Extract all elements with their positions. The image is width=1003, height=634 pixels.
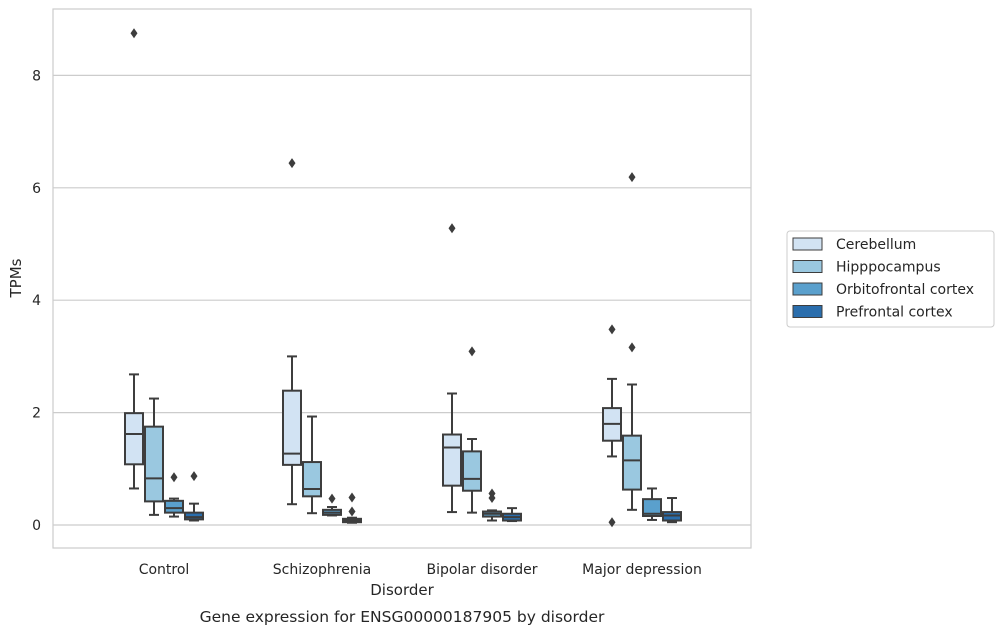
legend-label: Prefrontal cortex <box>836 305 953 321</box>
outlier-point <box>448 223 456 234</box>
x-tick-label: Bipolar disorder <box>426 562 537 578</box>
y-tick-label: 6 <box>32 181 41 197</box>
box-body <box>124 412 144 466</box>
chart-caption: Gene expression for ENSG00000187905 by d… <box>200 608 605 626</box>
series-cerebellum <box>124 28 622 528</box>
y-tick-label: 4 <box>32 293 41 309</box>
outlier-point <box>190 471 198 482</box>
outlier-point <box>608 517 616 528</box>
outlier-point <box>348 506 356 517</box>
x-axis-ticks: Control Schizophrenia Bipolar disorder Majo… <box>139 562 702 578</box>
box-body <box>184 511 204 521</box>
box-body <box>144 425 164 503</box>
legend-label: Cerebellum <box>836 237 916 253</box>
y-axis-ticks: 0 2 4 6 8 <box>32 68 41 534</box>
legend-label: Hipppocampus <box>836 260 941 276</box>
boxes <box>124 28 682 528</box>
y-tick-label: 8 <box>32 68 41 84</box>
plot-frame <box>52 8 752 549</box>
box-body <box>442 433 462 487</box>
legend-label: Orbitofrontal cortex <box>836 282 974 298</box>
x-axis-label: Disorder <box>370 581 434 599</box>
outlier-point <box>628 172 636 183</box>
legend-frame <box>786 230 995 328</box>
grid-lines <box>53 74 751 526</box>
box-body <box>462 450 482 492</box>
x-tick-label: Schizophrenia <box>273 562 371 578</box>
box-body <box>164 499 184 514</box>
outlier-point <box>628 342 636 353</box>
box-body <box>642 498 662 518</box>
legend-swatch <box>792 260 823 273</box>
y-tick-label: 2 <box>32 406 41 422</box>
legend-swatch <box>792 305 823 318</box>
series-prefrontal-cortex <box>184 471 682 524</box>
box-body <box>622 434 642 491</box>
outlier-point <box>328 493 336 504</box>
legend-swatch <box>792 282 823 296</box>
outlier-point <box>488 493 496 504</box>
x-tick-label: Major depression <box>582 562 702 578</box>
legend: Cerebellum Hipppocampus Orbitofrontal cort… <box>786 230 995 328</box>
outlier-point <box>608 324 616 335</box>
x-tick-label: Control <box>139 562 190 578</box>
outlier-point <box>170 472 178 483</box>
box-body <box>282 389 302 466</box>
series-hipppocampus <box>144 172 642 516</box>
box-body <box>302 461 322 498</box>
outlier-point <box>130 28 138 39</box>
y-axis-label: TPMs <box>7 258 25 298</box>
outlier-point <box>288 158 296 169</box>
outlier-point <box>348 492 356 503</box>
legend-swatch <box>792 237 823 251</box>
series-orbitofrontal-cortex <box>164 472 662 522</box>
y-tick-label: 0 <box>32 518 41 534</box>
outlier-point <box>468 346 476 357</box>
